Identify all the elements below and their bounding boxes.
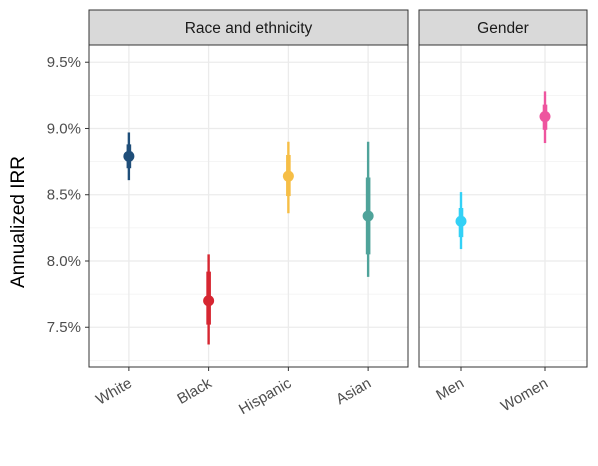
facet-strip (88, 9, 409, 46)
point-estimate (282, 170, 294, 182)
point-estimate (123, 150, 135, 162)
y-tick-label: 8.5% (47, 187, 81, 204)
y-tick-label: 7.5% (47, 319, 81, 336)
y-tick-label: 8.0% (47, 253, 81, 270)
point-estimate (203, 295, 215, 307)
point-estimate (539, 111, 551, 123)
panel-background (89, 45, 408, 367)
facet-strip (418, 9, 588, 46)
y-axis-title: Annualized IRR (8, 156, 29, 288)
panel-background (419, 45, 587, 367)
point-estimate (455, 215, 467, 227)
y-tick-label: 9.5% (47, 54, 81, 71)
facet-title: Race and ethnicity (185, 20, 313, 37)
facet-title: Gender (477, 20, 529, 37)
point-estimate (362, 210, 374, 222)
y-tick-label: 9.0% (47, 120, 81, 137)
